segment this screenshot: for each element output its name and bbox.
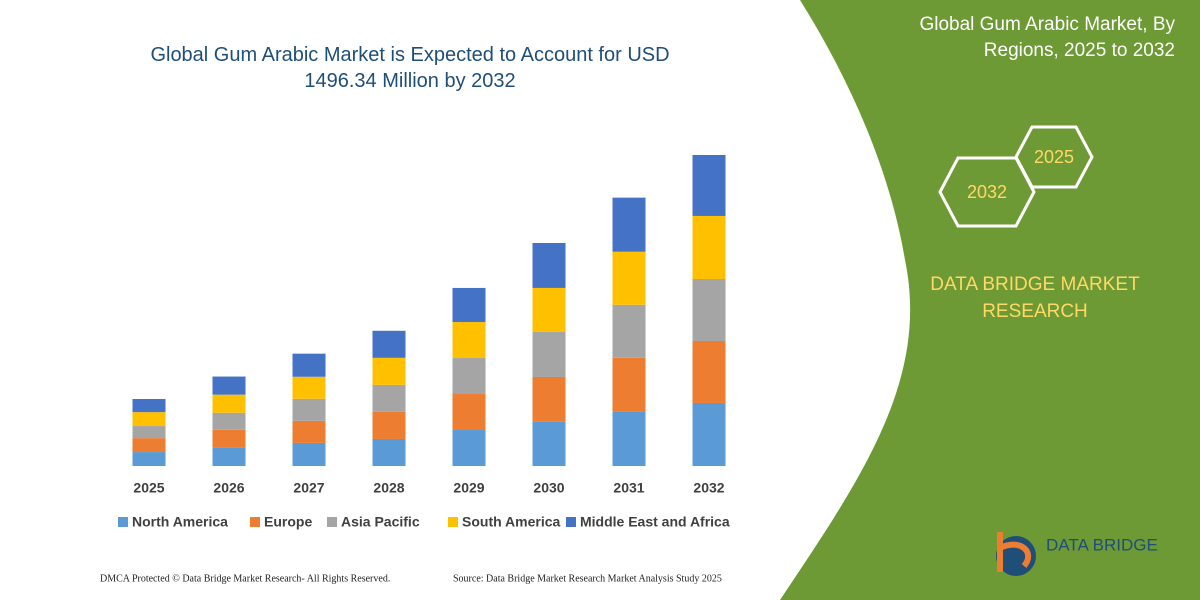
bar-segment [692,215,726,279]
legend-label: Asia Pacific [341,514,420,530]
bar-segment [612,251,646,305]
x-tick-label: 2030 [533,480,564,496]
hexagon [938,156,1036,228]
legend-label: Middle East and Africa [580,514,730,530]
bar-segment [372,438,406,466]
bar-segment [132,426,166,439]
bar-segment [452,322,486,359]
bar-segment [532,332,566,377]
side-title: Global Gum Arabic Market, By Regions, 20… [919,14,1175,61]
bar-segment [612,411,646,466]
bar-segment [452,394,486,431]
legend-swatch [566,517,576,527]
legend-label: Europe [264,514,312,530]
bar-segment [132,399,166,413]
hex-label: 2025 [1034,147,1074,167]
x-tick-label: 2026 [213,480,244,496]
x-tick-label: 2027 [293,480,324,496]
bar-segment [212,376,246,395]
bar-segment [452,430,486,466]
legend-swatch [327,517,337,527]
x-tick-label: 2032 [693,480,724,496]
side-panel [780,0,1200,600]
bar-segment [452,358,486,395]
bar-segment [132,452,166,466]
legend-label: South America [462,514,560,530]
bar-segment [452,287,486,323]
bar-segment [212,429,246,448]
bar-segment [212,447,246,466]
bar-segment [212,394,246,413]
bar-segment [612,304,646,358]
bar-segment [292,376,326,399]
legend-swatch [118,517,128,527]
footer: Source: Data Bridge Market Research Mark… [453,573,722,584]
bar-segment [292,353,326,377]
bar-segment [132,412,166,427]
legend-swatch [448,517,458,527]
bar-segment [692,402,726,466]
bar-segment [692,278,726,341]
chart-title: Global Gum Arabic Market is Expected to … [150,44,670,92]
bar-segment [692,155,726,216]
bar-segment [292,398,326,421]
bar-segment [372,357,406,385]
brand: DATA BRIDGE MARKET RESEARCH [930,274,1140,322]
x-tick-label: 2028 [373,480,404,496]
bar-segment [212,412,246,430]
logo-text: DATA BRIDGE [1046,535,1158,554]
bar-segment [292,420,326,443]
legend-label: North America [132,514,228,530]
bar-segment [372,330,406,358]
bar-segment [532,421,566,466]
bar-segment [532,376,566,422]
x-tick-label: 2025 [133,480,164,496]
bar-segment [372,384,406,412]
hex-label: 2032 [967,182,1007,202]
bar-segment [532,242,566,288]
bar-segment [292,442,326,466]
bar-segment [372,411,406,439]
bar-segment [532,287,566,333]
hexagon [1014,125,1094,189]
bar-segment [612,357,646,412]
bar-segment [692,340,726,403]
logo-mark [997,532,1032,572]
x-tick-label: 2029 [453,480,484,496]
bar-segment [132,438,166,453]
legend-swatch [250,517,260,527]
footer: DMCA Protected © Data Bridge Market Rese… [100,573,390,584]
x-tick-label: 2031 [613,480,644,496]
bar-segment [612,197,646,252]
